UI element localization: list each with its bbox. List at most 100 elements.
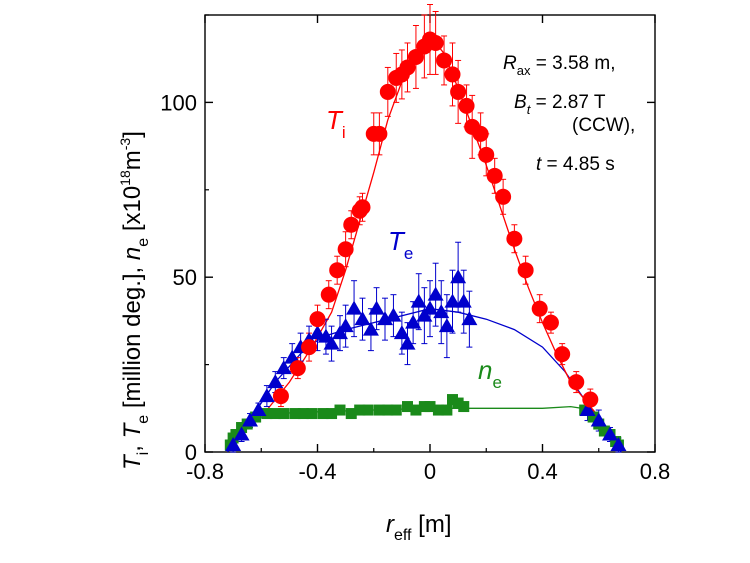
data-point-T_e — [444, 293, 461, 308]
data-point-T_e — [579, 402, 596, 417]
data-point-T_i — [337, 241, 354, 258]
data-point-n_e — [306, 408, 318, 420]
data-point-T_i — [309, 311, 326, 328]
data-point-T_e — [438, 318, 455, 333]
data-point-T_e — [346, 300, 363, 315]
data-point-T_i — [343, 216, 360, 233]
data-point-T_i — [371, 125, 388, 142]
series-label-ti-sub: i — [342, 123, 346, 142]
data-point-T_e — [399, 335, 416, 350]
data-point-T_i — [436, 52, 453, 69]
data-point-T_i — [478, 146, 495, 163]
x-tick-label: 0 — [424, 459, 436, 484]
data-point-n_e — [278, 408, 290, 420]
data-point-T_i — [554, 346, 571, 363]
data-point-n_e — [334, 404, 346, 416]
data-point-n_e — [326, 408, 338, 420]
data-point-T_e — [422, 300, 438, 315]
annotation-line-bt: Bt = 2.87 T — [514, 92, 606, 117]
parameters-annotation: Rax = 3.58 m, Bt = 2.87 T (CCW), t = 4.8… — [503, 53, 635, 175]
data-point-T_i — [427, 34, 444, 51]
data-point-T_e — [590, 412, 607, 427]
data-point-T_e — [225, 437, 242, 452]
data-point-T_i — [517, 262, 534, 279]
data-point-T_e — [385, 307, 402, 322]
data-point-T_e — [242, 412, 258, 427]
data-point-T_e — [393, 325, 410, 340]
data-point-T_i — [568, 374, 585, 391]
data-point-T_e — [405, 314, 422, 329]
y-tick-label: 0 — [185, 440, 197, 465]
data-point-n_e — [362, 404, 374, 416]
y-tick-label: 100 — [160, 90, 197, 115]
data-point-T_e — [602, 426, 618, 441]
data-point-T_e — [610, 437, 627, 452]
series-label-ti: Ti — [326, 105, 346, 142]
data-point-T_i — [450, 83, 467, 100]
x-tick-label: -0.4 — [299, 459, 337, 484]
x-tick-label: -0.8 — [186, 459, 224, 484]
data-point-n_e — [402, 401, 413, 413]
data-point-T_e — [354, 311, 371, 326]
data-point-T_e — [410, 293, 427, 308]
series-label-ne-sub: e — [492, 373, 501, 392]
data-point-T_i — [379, 83, 396, 100]
data-point-T_i — [354, 199, 371, 216]
data-point-T_i — [272, 388, 289, 405]
data-point-n_e — [452, 397, 464, 409]
data-point-T_e — [275, 360, 292, 375]
annotation-line-time: t = 4.85 s — [536, 154, 615, 175]
data-point-T_i — [301, 339, 318, 356]
y-axis-label: Ti, Te [million deg.], ne [x1018m-3] — [117, 131, 152, 470]
data-point-T_e — [450, 269, 467, 284]
data-point-n_e — [418, 401, 430, 413]
data-point-n_e — [373, 404, 385, 416]
data-point-n_e — [390, 404, 402, 416]
data-point-n_e — [317, 408, 329, 420]
data-point-T_e — [362, 321, 379, 336]
data-point-T_e — [455, 293, 472, 308]
data-point-n_e — [297, 408, 309, 420]
data-point-T_i — [458, 97, 475, 114]
data-point-T_i — [506, 230, 523, 247]
data-point-T_e — [433, 304, 450, 319]
y-tick-label: 50 — [173, 265, 197, 290]
data-point-T_e — [323, 335, 340, 350]
data-point-T_i — [472, 125, 489, 142]
data-point-T_i — [320, 286, 337, 303]
data-point-T_e — [309, 325, 326, 340]
data-point-T_i — [495, 188, 512, 205]
data-point-T_e — [267, 374, 284, 389]
data-point-T_e — [250, 402, 267, 417]
data-point-T_e — [233, 426, 250, 441]
data-point-T_i — [531, 300, 548, 317]
data-point-n_e — [269, 408, 281, 420]
data-point-n_e — [432, 404, 444, 416]
data-point-n_e — [598, 425, 610, 437]
data-point-n_e — [230, 429, 242, 441]
data-point-T_i — [486, 167, 503, 184]
annotation-line-ccw: (CCW), — [572, 115, 635, 136]
annotation-line-rax: Rax = 3.58 m, — [503, 53, 616, 78]
data-point-T_i — [542, 314, 559, 331]
series-label-te: Te — [388, 226, 413, 263]
data-point-n_e — [458, 401, 470, 413]
data-point-T_e — [258, 388, 275, 403]
series-label-te-sub: e — [404, 244, 413, 263]
data-point-n_e — [587, 411, 599, 423]
x-tick-label: 0.4 — [527, 459, 558, 484]
data-point-n_e — [354, 404, 366, 416]
x-axis-label: reff [m] — [386, 511, 452, 544]
data-point-n_e — [345, 408, 357, 420]
x-tick-label: 0.8 — [640, 459, 671, 484]
data-point-n_e — [289, 408, 301, 420]
data-point-T_e — [284, 349, 301, 364]
data-point-T_i — [289, 360, 306, 377]
data-point-T_e — [337, 318, 354, 333]
data-point-n_e — [410, 404, 422, 416]
data-point-T_i — [329, 262, 346, 279]
data-markers — [224, 31, 627, 452]
data-point-n_e — [447, 394, 458, 406]
data-point-n_e — [250, 411, 262, 423]
